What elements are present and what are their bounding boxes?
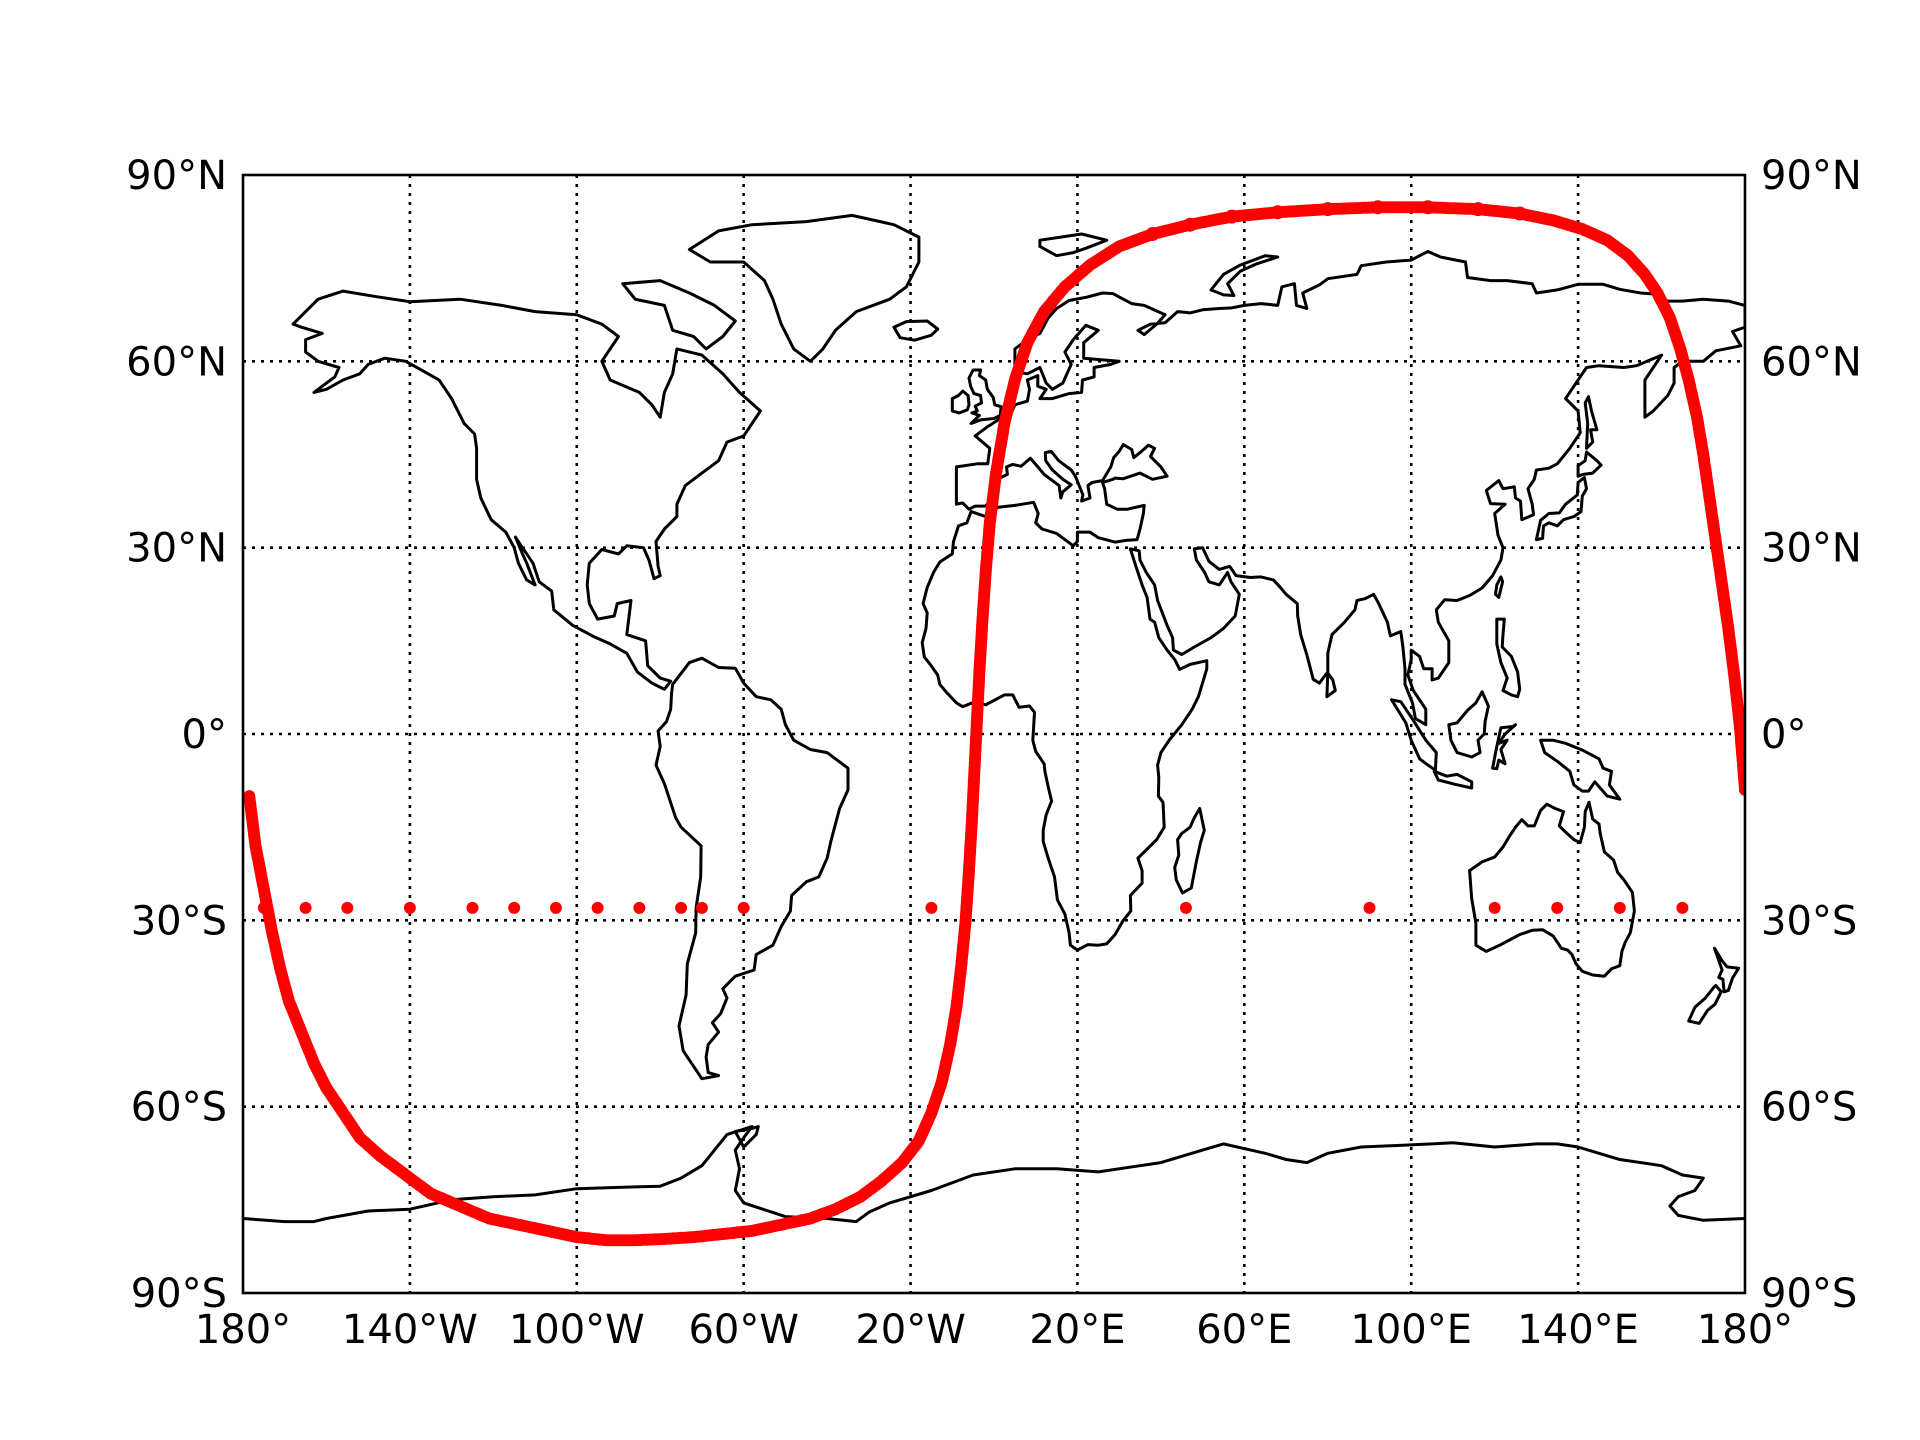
tick-labels: 180° 140°W 100°W 60°W 20°W 20°E 60°E 100°E 140°E… — [126, 153, 1862, 1353]
latitude-marker — [737, 901, 750, 914]
x-tick-label: 20°W — [855, 1307, 965, 1353]
coastline-australia — [1468, 800, 1636, 978]
track-marker — [1320, 202, 1335, 217]
latitude-marker — [1363, 901, 1376, 914]
x-tick-label: 180° — [1697, 1307, 1793, 1353]
latitude-marker — [508, 901, 521, 914]
coastline-new-zealand-s — [1687, 984, 1723, 1025]
y-tick-label-right: 30°N — [1761, 526, 1862, 572]
coastline-antarctica — [243, 1125, 1745, 1224]
latitude-marker — [675, 901, 688, 914]
coastline-ireland — [950, 389, 971, 415]
y-tick-label-left: 60°N — [126, 339, 227, 385]
coastline-svalbard — [1038, 232, 1109, 258]
x-tick-label: 60°W — [688, 1307, 798, 1353]
coastline-new-guinea — [1539, 738, 1622, 801]
latitude-marker — [633, 901, 646, 914]
coastline-hokkaido — [1576, 450, 1603, 478]
coastline-borneo — [1447, 690, 1490, 759]
track-marker — [1224, 209, 1239, 224]
graticule-grid — [243, 175, 1745, 1293]
y-tick-label-left: 90°S — [131, 1271, 227, 1317]
x-tick-label: 100°E — [1350, 1307, 1472, 1353]
map-frame — [241, 173, 1747, 1295]
y-tick-label-left: 60°S — [131, 1085, 227, 1131]
latitude-marker — [257, 901, 270, 914]
coastline-novaya-zemlya — [1209, 254, 1280, 297]
y-tick-label-right: 60°S — [1761, 1085, 1857, 1131]
coastline-sumatra — [1390, 698, 1438, 772]
x-tick-label: 60°E — [1196, 1307, 1292, 1353]
latitude-marker — [549, 901, 562, 914]
y-tick-label-left: 90°N — [126, 153, 227, 199]
coastline-sri-lanka — [1325, 671, 1337, 699]
latitude-marker — [466, 901, 479, 914]
coastline-new-zealand-n — [1713, 946, 1741, 994]
track-marker — [1370, 200, 1385, 215]
y-tick-label-left: 30°S — [131, 898, 227, 944]
track-marker — [1145, 227, 1160, 242]
latitude-marker — [1179, 901, 1192, 914]
coastline-baffin — [621, 279, 737, 351]
latitude-marker — [1676, 901, 1689, 914]
latitude-marker — [695, 901, 708, 914]
coastline-japan — [1534, 476, 1588, 542]
coastline-philippines — [1495, 617, 1522, 699]
coastline-layer — [243, 213, 1745, 1224]
x-tick-label: 140°E — [1517, 1307, 1639, 1353]
track-marker — [1512, 206, 1527, 221]
y-tick-label-right: 90°N — [1761, 153, 1862, 199]
track-point — [1739, 783, 1745, 796]
coastline-taiwan — [1494, 575, 1505, 599]
latitude-marker — [403, 901, 416, 914]
x-tick-label: 100°W — [509, 1307, 645, 1353]
x-tick-label: 140°W — [342, 1307, 478, 1353]
coastline-antarctic-peninsula — [733, 1125, 760, 1149]
coastline-java — [1432, 769, 1474, 790]
coastline-sulawesi — [1491, 723, 1517, 771]
x-tick-label: 20°E — [1029, 1307, 1125, 1353]
coastline-sakhalin — [1583, 395, 1599, 450]
latitude-marker — [925, 901, 938, 914]
coastline-britain — [967, 368, 1003, 425]
track-marker — [1270, 205, 1285, 220]
latitude-marker — [299, 901, 312, 914]
y-tick-label-right: 90°S — [1761, 1271, 1857, 1317]
latitude-marker — [341, 901, 354, 914]
track-marker — [1420, 200, 1435, 215]
y-tick-label-left: 0° — [182, 712, 227, 758]
track-marker — [1183, 217, 1198, 232]
latitude-marker — [1488, 901, 1501, 914]
y-tick-label-left: 30°N — [126, 526, 227, 572]
y-tick-label-right: 30°S — [1761, 898, 1857, 944]
coastline-south-america — [654, 656, 850, 1081]
y-tick-label-right: 60°N — [1761, 339, 1862, 385]
coastline-north-america — [291, 289, 762, 691]
coastline-europe-asia — [920, 249, 1745, 952]
coastline-greenland — [687, 213, 921, 363]
coastline-iceland — [892, 319, 940, 342]
y-tick-label-right: 0° — [1761, 712, 1806, 758]
ground-track-layer — [243, 200, 1745, 1247]
x-tick-label: 180° — [195, 1307, 291, 1353]
coastline-madagascar — [1173, 807, 1206, 895]
latitude-marker — [591, 901, 604, 914]
latitude-marker — [1613, 901, 1626, 914]
latitude-marker — [1551, 901, 1564, 914]
track-marker — [1470, 202, 1485, 217]
